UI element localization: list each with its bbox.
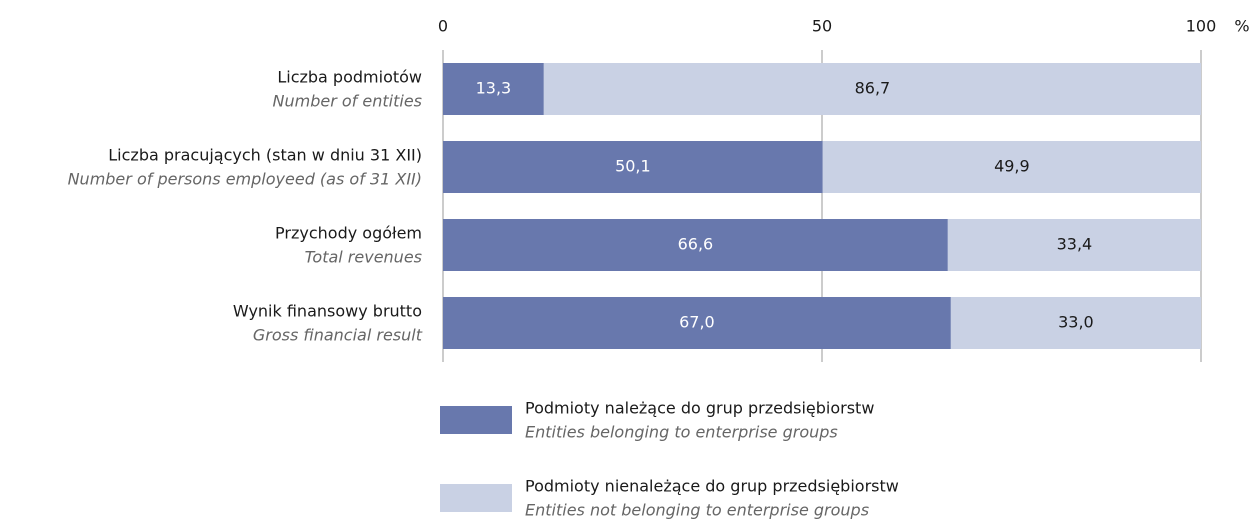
- legend-label-en: Entities belonging to enterprise groups: [525, 423, 838, 442]
- category-label: Wynik finansowy brutto: [233, 302, 422, 321]
- legend-label-en: Entities not belonging to enterprise gro…: [525, 501, 869, 520]
- category-label-en: Gross financial result: [253, 326, 423, 345]
- x-tick-label: 100: [1186, 17, 1217, 36]
- value-label: 13,3: [476, 79, 512, 98]
- value-label: 50,1: [615, 157, 651, 176]
- legend-label: Podmioty należące do grup przedsiębiorst…: [525, 399, 874, 418]
- bar-segment: [822, 141, 1201, 193]
- bar-segment: [950, 297, 1201, 349]
- value-label: 33,0: [1058, 313, 1094, 332]
- bar-segment: [443, 297, 951, 349]
- value-label: 67,0: [679, 313, 715, 332]
- value-label: 33,4: [1057, 235, 1093, 254]
- category-label-en: Number of entities: [273, 92, 422, 111]
- category-label-en: Number of persons employeed (as of 31 XI…: [68, 170, 422, 189]
- legend-label: Podmioty nienależące do grup przedsiębio…: [525, 477, 899, 496]
- bar-segment: [947, 219, 1201, 271]
- value-label: 66,6: [678, 235, 714, 254]
- value-label: 49,9: [994, 157, 1030, 176]
- category-label-en: Total revenues: [305, 248, 422, 267]
- legend-swatch: [440, 406, 512, 434]
- value-label: 86,7: [855, 79, 891, 98]
- bar-segment: [543, 63, 1201, 115]
- bar-segment: [443, 219, 948, 271]
- category-label: Liczba podmiotów: [277, 68, 422, 87]
- legend-swatch: [440, 484, 512, 512]
- category-label: Przychody ogółem: [275, 224, 422, 243]
- bar-segment: [443, 141, 823, 193]
- bar-segment: [443, 63, 544, 115]
- x-tick-label: 0: [438, 17, 448, 36]
- axis-unit: %: [1234, 17, 1249, 36]
- x-tick-label: 50: [812, 17, 832, 36]
- category-label: Liczba pracujących (stan w dniu 31 XII): [108, 146, 422, 165]
